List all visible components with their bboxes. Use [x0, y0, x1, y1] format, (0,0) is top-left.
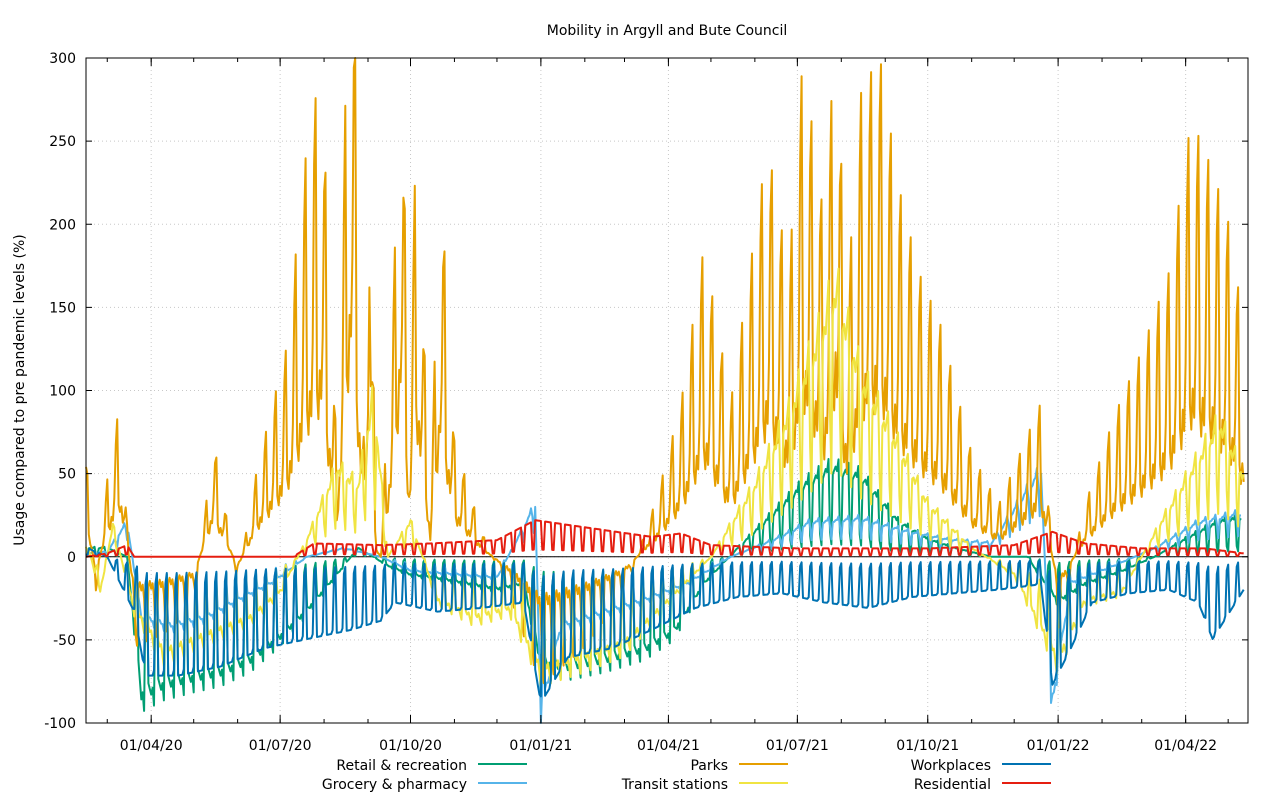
- legend-label-transit-stations: Transit stations: [621, 777, 728, 793]
- y-axis-label: Usage compared to pre pandemic levels (%…: [12, 234, 28, 546]
- x-tick-label: 01/04/20: [120, 738, 183, 754]
- y-tick-label: 50: [58, 467, 76, 483]
- legend-label-residential: Residential: [914, 777, 991, 793]
- chart-title: Mobility in Argyll and Bute Council: [547, 23, 788, 39]
- series-line-residential: [85, 519, 1244, 558]
- y-tick-label: -100: [44, 716, 76, 732]
- x-tick-label: 01/07/20: [249, 738, 312, 754]
- y-tick-label: -50: [53, 633, 76, 649]
- x-tick-label: 01/07/21: [766, 738, 829, 754]
- legend-label-workplaces: Workplaces: [911, 758, 991, 774]
- series-line-workplaces: [85, 547, 1245, 698]
- y-tick-label: 100: [49, 384, 76, 400]
- y-tick-label: 150: [49, 300, 76, 316]
- legend-label-grocery-pharmacy: Grocery & pharmacy: [322, 777, 467, 793]
- x-tick-label: 01/01/22: [1027, 738, 1090, 754]
- axis-ticks: 300 250 200 150 100 50 0 -50 -100 01/04/20 01/07/2…: [44, 51, 1248, 754]
- y-tick-label: 300: [49, 51, 76, 67]
- legend: Retail & recreation Grocery & pharmacy Par…: [322, 758, 1051, 793]
- y-tick-label: 250: [49, 134, 76, 150]
- series-lines: [85, 57, 1245, 724]
- x-tick-label: 01/10/21: [896, 738, 959, 754]
- x-tick-label: 01/04/21: [637, 738, 700, 754]
- x-tick-label: 01/04/22: [1154, 738, 1217, 754]
- y-tick-label: 200: [49, 217, 76, 233]
- x-tick-label: 01/10/20: [379, 738, 442, 754]
- y-tick-label: 0: [67, 550, 76, 566]
- legend-label-parks: Parks: [690, 758, 728, 774]
- x-tick-label: 01/01/21: [509, 738, 572, 754]
- legend-label-retail-recreation: Retail & recreation: [336, 758, 467, 774]
